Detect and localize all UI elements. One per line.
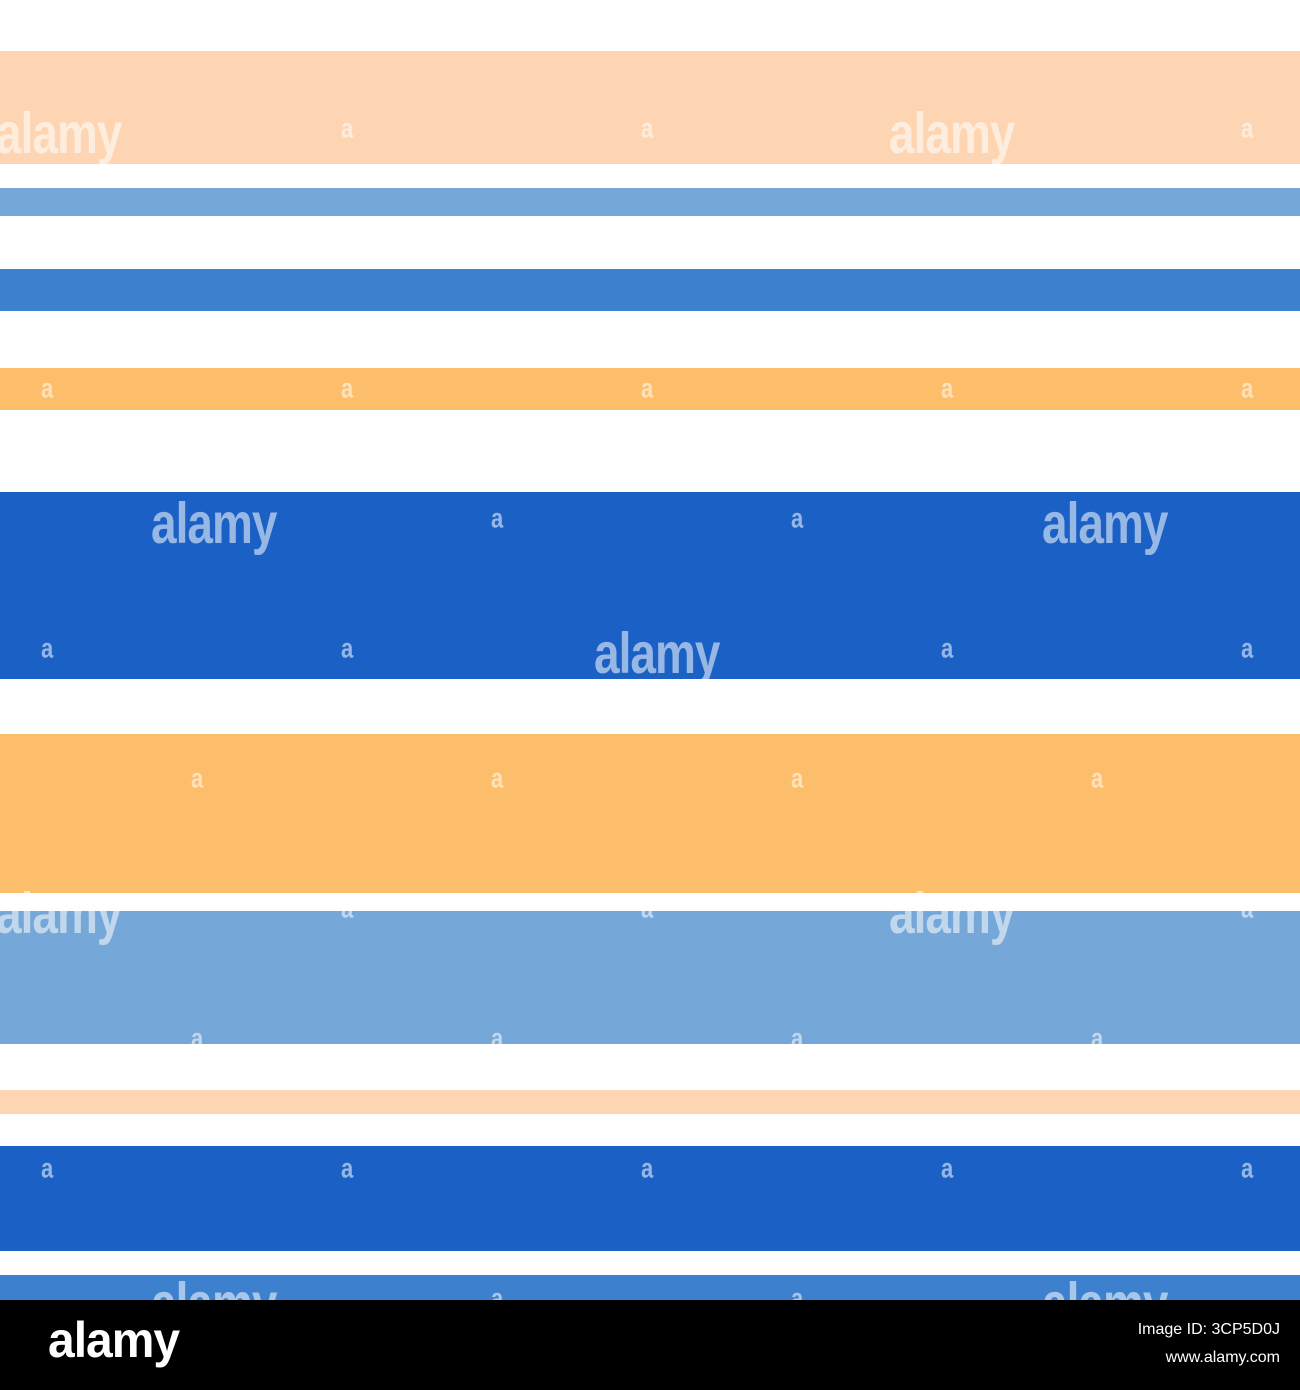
- stock-footer-bar: alamy Image ID: 3CP5D0J www.alamy.com: [0, 1300, 1300, 1390]
- stripe-peach-thin: [0, 1090, 1300, 1114]
- striped-pattern: alamy a a alamy a a a a a a alamy a a al…: [0, 51, 1300, 1300]
- stripe-mid-blue-thin: [0, 269, 1300, 311]
- site-url-label: www.alamy.com: [1165, 1349, 1280, 1366]
- stripe-orange-wide: [0, 734, 1300, 893]
- stripe-royal-blue-wide: [0, 492, 1300, 679]
- stripe-mid-blue-bottom: [0, 1275, 1300, 1300]
- stripe-light-blue-thin: [0, 188, 1300, 216]
- image-id-label: Image ID: 3CP5D0J: [1137, 1321, 1280, 1338]
- stripe-royal-blue-mid: [0, 1146, 1300, 1251]
- stripe-orange-thin: [0, 368, 1300, 410]
- stripe-peach-top: [0, 51, 1300, 164]
- stripe-light-blue-wide: [0, 911, 1300, 1044]
- alamy-logo: alamy: [48, 1312, 180, 1369]
